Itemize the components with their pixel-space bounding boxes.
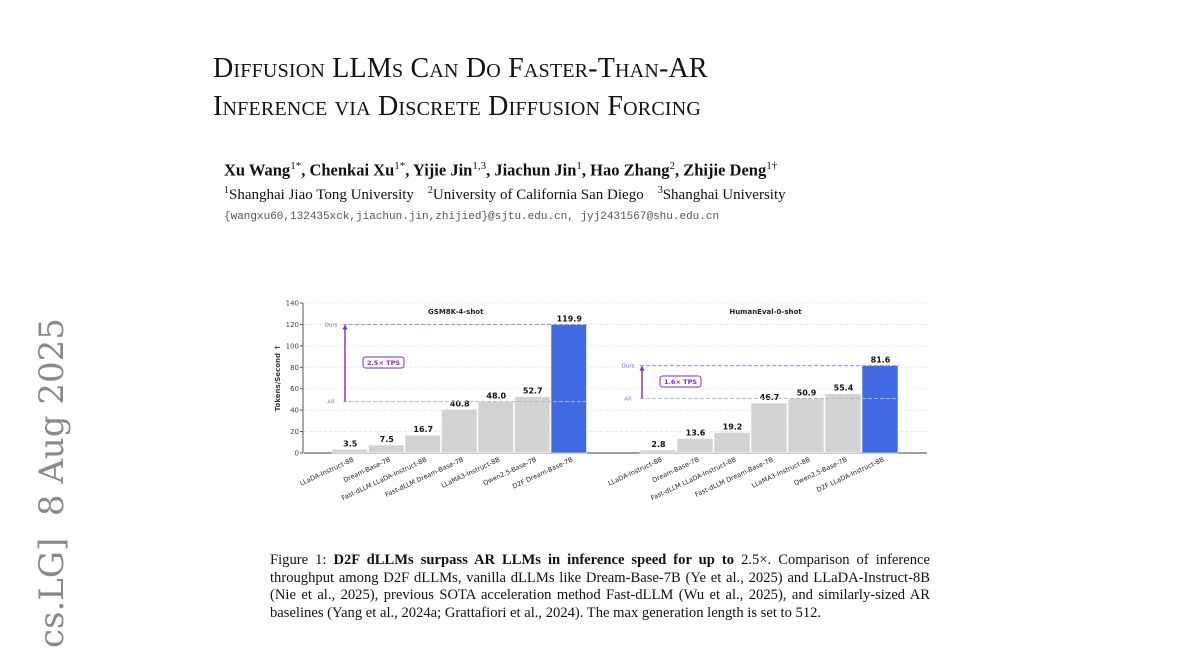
bar-value-label: 7.5 [380, 435, 395, 444]
speedup-badge [659, 375, 702, 388]
author-name: Hao Zhang [590, 160, 670, 180]
bar-value-label: 50.9 [797, 388, 817, 397]
author-affil-sup: 1 [576, 160, 582, 172]
author-name: Chenkai Xu [309, 160, 395, 180]
bar-baseline [787, 398, 825, 454]
bar-baseline [477, 401, 514, 454]
bar-baseline [404, 434, 441, 454]
bar-value-label: 81.6 [871, 356, 891, 365]
bar-baseline [713, 432, 751, 454]
bar-baseline [514, 396, 551, 454]
ar-line-label: AR [327, 400, 335, 406]
bar-value-label: 55.4 [834, 384, 854, 393]
bar-value-label: 52.7 [523, 387, 543, 396]
bar-baseline [368, 444, 405, 454]
author-affil-sup: 1,3 [472, 160, 487, 172]
author-name: Zhijie Deng [683, 160, 767, 180]
bar-baseline [750, 402, 788, 454]
speedup-arrow-head [342, 324, 348, 330]
affiliation-list: 1Shanghai Jiao Tong University 2Universit… [224, 185, 786, 204]
bar-value-label: 48.0 [486, 392, 506, 401]
author-affil-sup: 2 [669, 160, 676, 172]
bar-value-label: 19.2 [723, 422, 743, 431]
y-tick-label: 40 [290, 407, 299, 415]
bar-value-label: 3.5 [343, 439, 358, 448]
chart-title: HumanEval-0-shot [729, 308, 802, 316]
author-affil-sup: 1† [766, 160, 778, 172]
speedup-badge-text: 2.5× TPS [367, 359, 400, 367]
caption-bold-claim: D2F dLLMs surpass AR LLMs in inference s… [333, 552, 742, 568]
y-tick-label: 60 [290, 385, 299, 393]
ar-line-label: AR [624, 396, 632, 402]
bar-value-label: 46.7 [760, 393, 780, 402]
bar-baseline [676, 438, 714, 454]
affiliation: University of California San Diego [432, 187, 644, 203]
x-tick-label: D2F LLaDA-Instruct-8B [815, 456, 885, 494]
bar-value-label: 119.9 [557, 315, 583, 324]
paper-title: Diffusion LLMs Can Do Faster-Than-AR Inf… [213, 50, 708, 126]
bar-value-label: 13.6 [686, 428, 706, 437]
author-name: Yijie Jin [412, 160, 473, 180]
bar-value-label: 2.8 [651, 440, 666, 449]
title-line-1: Diffusion LLMs Can Do Faster-Than-AR [213, 53, 708, 84]
affil-sup: 2 [427, 185, 433, 196]
caption-label: Figure 1: [270, 552, 334, 568]
author-name: Xu Wang [224, 160, 291, 180]
author-emails: {wangxu60,132435xck,jiachun.jin,zhijied}… [224, 211, 720, 223]
caption-body: Comparison of inference throughput among… [270, 552, 930, 621]
author-name: Jiachun Jin [494, 160, 577, 180]
affiliation: Shanghai Jiao Tong University [229, 187, 414, 203]
y-tick-label: 80 [290, 364, 299, 372]
y-tick-label: 0 [295, 450, 299, 458]
bar-value-label: 40.8 [450, 399, 470, 408]
bar-value-label: 16.7 [413, 425, 433, 434]
caption-speedup-value: 2.5×. [741, 552, 772, 568]
speedup-badge [362, 356, 405, 369]
figure-caption: Figure 1: D2F dLLMs surpass AR LLMs in i… [270, 552, 930, 622]
bar-ours [550, 324, 587, 454]
chart-title: GSM8K-4-shot [428, 308, 484, 316]
affil-sup: 3 [657, 185, 663, 196]
y-axis-label: Tokens/Second ↑ [274, 345, 282, 412]
y-tick-label: 20 [290, 428, 299, 436]
speedup-arrow-head [639, 365, 645, 371]
bar-ours [861, 365, 899, 454]
y-tick-label: 100 [286, 342, 299, 350]
y-tick-label: 120 [286, 321, 299, 329]
bar-baseline [441, 408, 478, 454]
bar-baseline [639, 449, 677, 454]
ours-line-label: Ours [325, 323, 338, 329]
affil-sup: 1 [224, 185, 229, 196]
bar-baseline [331, 448, 368, 454]
affiliation: Shanghai University [662, 187, 786, 203]
author-affil-sup: 1* [290, 160, 302, 172]
author-affil-sup: 1* [394, 160, 406, 172]
author-list: Xu Wang1*, Chenkai Xu1*, Yijie Jin1,3, J… [224, 160, 778, 180]
ours-line-label: Ours [622, 364, 635, 370]
y-tick-label: 140 [286, 300, 299, 308]
speedup-badge-text: 1.6× TPS [664, 378, 697, 386]
x-tick-label: D2F Dream-Base-7B [511, 456, 574, 491]
title-line-2: Inference via Discrete Diffusion Forcing [213, 91, 702, 122]
bar-baseline [824, 393, 862, 454]
